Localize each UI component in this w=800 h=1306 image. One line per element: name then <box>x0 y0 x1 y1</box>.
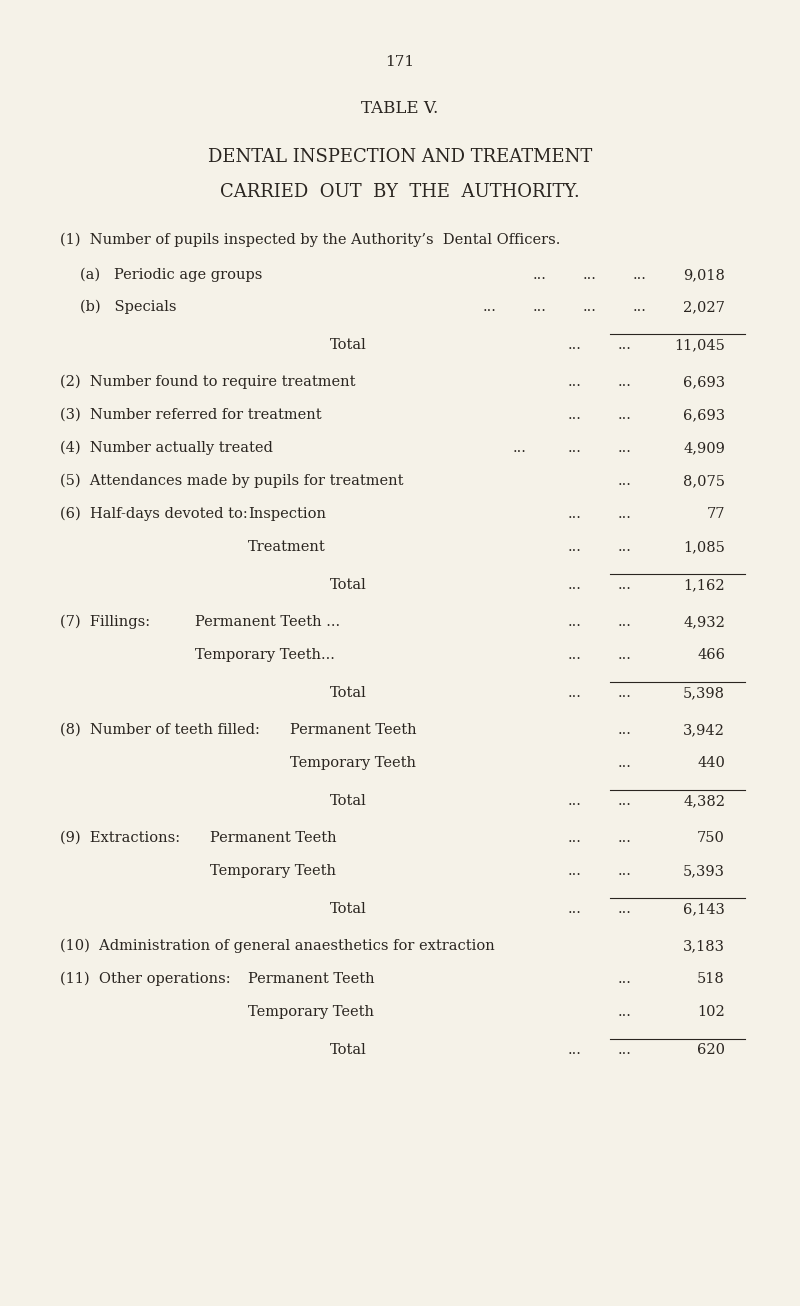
Text: DENTAL INSPECTION AND TREATMENT: DENTAL INSPECTION AND TREATMENT <box>208 148 592 166</box>
Text: Total: Total <box>330 686 366 700</box>
Text: ...: ... <box>568 1043 582 1057</box>
Text: ...: ... <box>568 579 582 592</box>
Text: 4,909: 4,909 <box>683 441 725 454</box>
Text: ...: ... <box>618 474 632 488</box>
Text: ...: ... <box>618 794 632 808</box>
Text: Total: Total <box>330 902 366 916</box>
Text: (6)  Half-days devoted to:: (6) Half-days devoted to: <box>60 507 248 521</box>
Text: ...: ... <box>583 300 597 313</box>
Text: (9)  Extractions:: (9) Extractions: <box>60 831 180 845</box>
Text: ...: ... <box>568 615 582 629</box>
Text: ...: ... <box>633 300 647 313</box>
Text: 750: 750 <box>697 831 725 845</box>
Text: 1,085: 1,085 <box>683 539 725 554</box>
Text: Inspection: Inspection <box>248 507 326 521</box>
Text: (11)  Other operations:: (11) Other operations: <box>60 972 230 986</box>
Text: ...: ... <box>568 831 582 845</box>
Text: (5)  Attendances made by pupils for treatment: (5) Attendances made by pupils for treat… <box>60 474 403 488</box>
Text: 8,075: 8,075 <box>683 474 725 488</box>
Text: Temporary Teeth...: Temporary Teeth... <box>195 648 335 662</box>
Text: ...: ... <box>533 268 547 282</box>
Text: ...: ... <box>568 865 582 878</box>
Text: (3)  Number referred for treatment: (3) Number referred for treatment <box>60 407 322 422</box>
Text: (2)  Number found to require treatment: (2) Number found to require treatment <box>60 375 355 389</box>
Text: Permanent Teeth ...: Permanent Teeth ... <box>195 615 340 629</box>
Text: Temporary Teeth: Temporary Teeth <box>290 756 416 771</box>
Text: ...: ... <box>483 300 497 313</box>
Text: ...: ... <box>568 648 582 662</box>
Text: Total: Total <box>330 794 366 808</box>
Text: Permanent Teeth: Permanent Teeth <box>290 724 417 737</box>
Text: ...: ... <box>618 441 632 454</box>
Text: 620: 620 <box>697 1043 725 1057</box>
Text: Total: Total <box>330 338 366 353</box>
Text: ...: ... <box>568 794 582 808</box>
Text: ...: ... <box>513 441 527 454</box>
Text: ...: ... <box>618 579 632 592</box>
Text: 466: 466 <box>697 648 725 662</box>
Text: Total: Total <box>330 579 366 592</box>
Text: 518: 518 <box>698 972 725 986</box>
Text: Permanent Teeth: Permanent Teeth <box>210 831 337 845</box>
Text: Temporary Teeth: Temporary Teeth <box>210 865 336 878</box>
Text: 3,183: 3,183 <box>683 939 725 953</box>
Text: ...: ... <box>568 338 582 353</box>
Text: ...: ... <box>618 1043 632 1057</box>
Text: 171: 171 <box>386 55 414 69</box>
Text: (8)  Number of teeth filled:: (8) Number of teeth filled: <box>60 724 260 737</box>
Text: ...: ... <box>568 375 582 389</box>
Text: ...: ... <box>618 1006 632 1019</box>
Text: ...: ... <box>568 686 582 700</box>
Text: 1,162: 1,162 <box>683 579 725 592</box>
Text: ...: ... <box>618 507 632 521</box>
Text: 102: 102 <box>698 1006 725 1019</box>
Text: ...: ... <box>618 338 632 353</box>
Text: Treatment: Treatment <box>248 539 326 554</box>
Text: 6,693: 6,693 <box>683 407 725 422</box>
Text: 4,932: 4,932 <box>683 615 725 629</box>
Text: (7)  Fillings:: (7) Fillings: <box>60 615 150 629</box>
Text: 2,027: 2,027 <box>683 300 725 313</box>
Text: 5,393: 5,393 <box>683 865 725 878</box>
Text: ...: ... <box>568 507 582 521</box>
Text: (1)  Number of pupils inspected by the Authority’s  Dental Officers.: (1) Number of pupils inspected by the Au… <box>60 232 560 247</box>
Text: ...: ... <box>618 831 632 845</box>
Text: ...: ... <box>568 539 582 554</box>
Text: ...: ... <box>618 407 632 422</box>
Text: ...: ... <box>618 756 632 771</box>
Text: 440: 440 <box>697 756 725 771</box>
Text: (4)  Number actually treated: (4) Number actually treated <box>60 441 273 456</box>
Text: ...: ... <box>633 268 647 282</box>
Text: Temporary Teeth: Temporary Teeth <box>248 1006 374 1019</box>
Text: ...: ... <box>568 902 582 916</box>
Text: TABLE V.: TABLE V. <box>362 101 438 118</box>
Text: 6,693: 6,693 <box>683 375 725 389</box>
Text: ...: ... <box>618 686 632 700</box>
Text: 3,942: 3,942 <box>683 724 725 737</box>
Text: ...: ... <box>568 441 582 454</box>
Text: 77: 77 <box>706 507 725 521</box>
Text: 6,143: 6,143 <box>683 902 725 916</box>
Text: ...: ... <box>618 539 632 554</box>
Text: 11,045: 11,045 <box>674 338 725 353</box>
Text: CARRIED  OUT  BY  THE  AUTHORITY.: CARRIED OUT BY THE AUTHORITY. <box>220 183 580 201</box>
Text: 4,382: 4,382 <box>683 794 725 808</box>
Text: 9,018: 9,018 <box>683 268 725 282</box>
Text: 5,398: 5,398 <box>683 686 725 700</box>
Text: (10)  Administration of general anaesthetics for extraction: (10) Administration of general anaesthet… <box>60 939 494 953</box>
Text: ...: ... <box>533 300 547 313</box>
Text: ...: ... <box>618 375 632 389</box>
Text: ...: ... <box>618 724 632 737</box>
Text: ...: ... <box>618 972 632 986</box>
Text: (b)   Specials: (b) Specials <box>80 300 177 315</box>
Text: ...: ... <box>583 268 597 282</box>
Text: ...: ... <box>618 615 632 629</box>
Text: ...: ... <box>568 407 582 422</box>
Text: ...: ... <box>618 865 632 878</box>
Text: Permanent Teeth: Permanent Teeth <box>248 972 374 986</box>
Text: (a)   Periodic age groups: (a) Periodic age groups <box>80 268 262 282</box>
Text: ...: ... <box>618 648 632 662</box>
Text: ...: ... <box>618 902 632 916</box>
Text: Total: Total <box>330 1043 366 1057</box>
